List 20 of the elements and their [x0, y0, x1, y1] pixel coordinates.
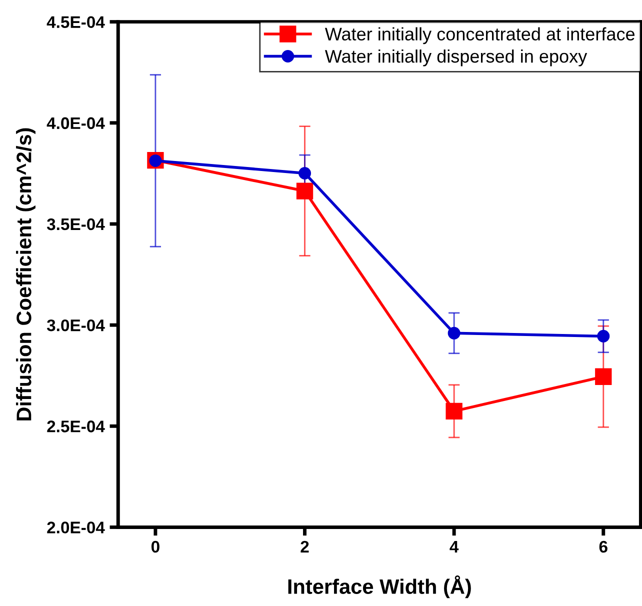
point [446, 402, 462, 420]
y-tick-label: 4.5E-04 [46, 16, 105, 28]
point [298, 166, 312, 180]
y-tick-label: 4.0E-04 [46, 117, 105, 130]
y-tick-label: 3.5E-04 [46, 218, 105, 230]
legend-label: Water initially dispersed in epoxy [324, 49, 588, 66]
legend-label: Water initially concentrated at interface [324, 27, 635, 44]
x-tick-label: 0 [151, 540, 160, 553]
x-tick-label: 6 [599, 540, 608, 553]
y-axis-title: Diffusion Coefficient (cm^2/s) [16, 128, 36, 420]
x-axis-title: Interface Width (Å) [288, 575, 471, 598]
x-tick-label: 2 [300, 540, 309, 552]
y-tick-label: 2.5E-04 [47, 420, 105, 432]
x-tick-label: 4 [450, 541, 459, 552]
point [448, 326, 460, 340]
y-tick-label: 3.0E-04 [46, 319, 105, 332]
point [597, 330, 610, 342]
y-tick-label: 2.0E-04 [47, 522, 105, 534]
point [595, 368, 612, 385]
point [296, 182, 314, 200]
